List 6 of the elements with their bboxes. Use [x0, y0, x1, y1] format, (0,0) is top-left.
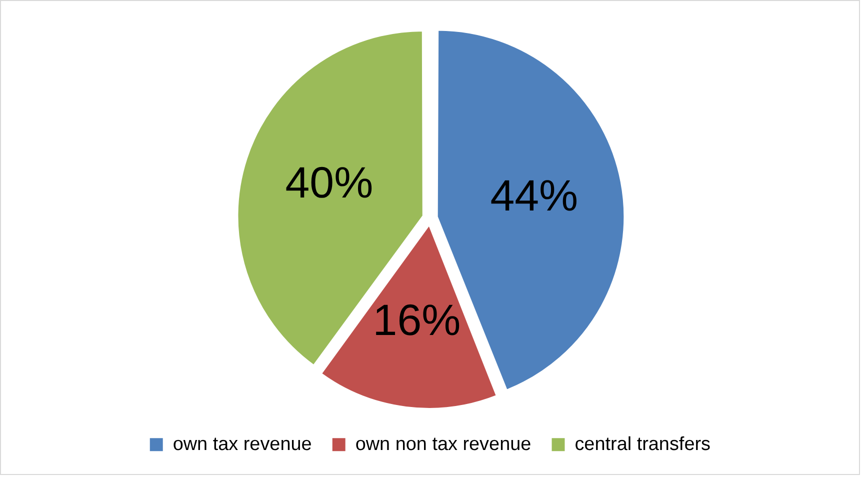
data-label: 16% — [372, 296, 461, 346]
data-label: 40% — [285, 158, 374, 208]
legend-label: central transfers — [574, 434, 711, 455]
legend-label: own tax revenue — [172, 434, 312, 455]
data-label: 44% — [490, 171, 578, 220]
legend-label: own non tax revenue — [355, 434, 532, 455]
